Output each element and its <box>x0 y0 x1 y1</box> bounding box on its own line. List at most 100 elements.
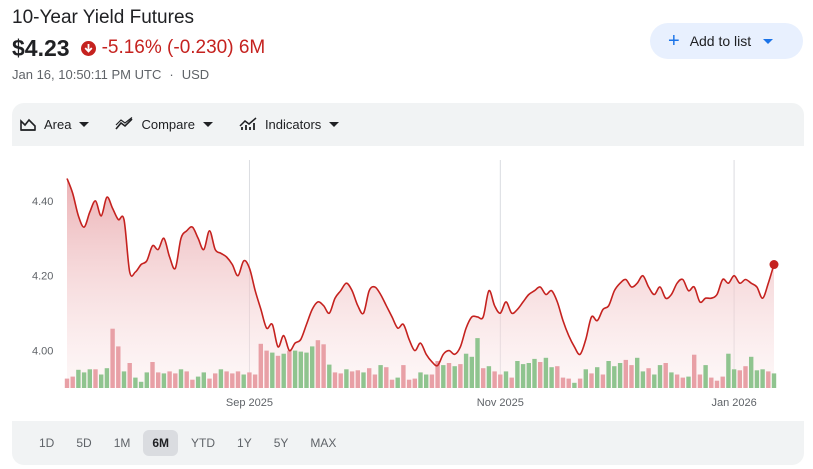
volume-bar <box>64 378 70 388</box>
volume-bar <box>481 368 486 388</box>
volume-bar <box>367 368 372 388</box>
volume-bar <box>344 369 349 388</box>
volume-bar <box>555 366 560 388</box>
volume-bar <box>401 365 406 388</box>
volume-bar <box>395 377 400 388</box>
volume-bar <box>178 369 184 388</box>
volume-bar <box>355 370 360 388</box>
volume-bar <box>156 372 161 388</box>
volume-bar <box>190 379 195 388</box>
volume-bar <box>76 369 81 388</box>
volume-bar <box>235 371 241 388</box>
volume-bar <box>669 372 674 388</box>
volume-bar <box>121 371 127 388</box>
volume-bar <box>281 353 286 388</box>
range-selector: 1D 5D 1M 6M YTD 1Y 5Y MAX <box>30 430 349 456</box>
chevron-down-icon <box>763 38 774 44</box>
volume-bar <box>503 371 509 388</box>
volume-bar <box>441 365 446 388</box>
volume-bar <box>629 365 634 388</box>
price-chart[interactable]: 4.40 4.20 4.00 Sep 2025 Nov 2025 Jan 2026 <box>12 146 804 421</box>
volume-bar <box>595 367 600 388</box>
area-chart-icon <box>20 118 36 131</box>
volume-bar <box>104 368 110 388</box>
current-price: $4.23 <box>12 34 70 61</box>
range-button-1y[interactable]: 1Y <box>237 436 252 450</box>
volume-bar <box>623 359 628 388</box>
area-dropdown[interactable]: Area <box>20 117 90 132</box>
volume-bar <box>566 378 571 388</box>
volume-bar <box>361 372 366 388</box>
range-button-1m[interactable]: 1M <box>113 436 131 450</box>
volume-bar <box>692 354 697 388</box>
volume-bar <box>737 370 742 388</box>
volume-bar <box>327 364 332 388</box>
volume-bar <box>663 363 668 388</box>
volume-bar <box>110 328 115 388</box>
volume-bar <box>338 373 343 388</box>
x-tick-label: Nov 2025 <box>477 397 524 409</box>
caret-down-icon <box>329 121 340 127</box>
volume-bar <box>646 368 651 388</box>
volume-bar <box>520 364 526 388</box>
compare-dropdown[interactable]: Compare <box>115 116 213 132</box>
volume-bar <box>515 361 520 388</box>
volume-bar <box>543 357 549 388</box>
volume-bar <box>270 352 275 388</box>
range-button-5y[interactable]: 5Y <box>273 436 289 450</box>
volume-bar <box>743 366 748 388</box>
volume-bar <box>577 378 583 388</box>
volume-bar <box>87 369 92 388</box>
volume-bar <box>492 371 497 388</box>
compare-icon <box>115 117 134 130</box>
add-to-list-label: Add to list <box>689 33 752 49</box>
volume-bar <box>138 381 144 388</box>
volume-bar <box>589 373 594 388</box>
volume-bar <box>697 374 703 388</box>
volume-bar <box>150 362 155 388</box>
volume-bar <box>418 372 423 388</box>
range-button-5d[interactable]: 5D <box>76 436 92 450</box>
volume-bar <box>771 373 777 388</box>
range-button-6m[interactable]: 6M <box>143 430 179 456</box>
volume-bar <box>560 377 566 388</box>
volume-bar <box>509 377 514 388</box>
add-to-list-button[interactable]: + Add to list <box>650 23 803 59</box>
range-button-1d[interactable]: 1D <box>39 436 55 450</box>
volume-bar <box>617 363 623 388</box>
volume-bar <box>315 340 321 388</box>
volume-bar <box>720 376 725 388</box>
compare-label: Compare <box>141 116 195 132</box>
timestamp: Jan 16, 10:50:11 PM UTC <box>12 67 162 82</box>
volume-bar <box>275 355 281 388</box>
caret-down-icon <box>79 121 90 127</box>
price-change: -5.16% (-0.230) 6M <box>80 37 265 59</box>
volume-bar <box>703 365 708 388</box>
volume-bar <box>304 352 309 388</box>
volume-bar <box>726 353 731 388</box>
indicators-dropdown[interactable]: Indicators <box>239 116 340 132</box>
y-tick-label: 4.20 <box>32 271 53 283</box>
volume-bar <box>230 373 235 388</box>
volume-bar <box>760 369 765 388</box>
indicators-label: Indicators <box>264 116 322 132</box>
volume-bar <box>241 374 246 388</box>
volume-bar <box>213 373 218 388</box>
volume-bar <box>321 344 326 388</box>
volume-bar <box>218 369 224 388</box>
quote-meta: Jan 16, 10:50:11 PM UTC · USD <box>12 67 209 82</box>
volume-bar <box>93 369 98 388</box>
volume-bar <box>754 370 760 388</box>
plus-icon: + <box>668 30 680 52</box>
volume-bar <box>469 356 474 388</box>
volume-bar <box>549 367 554 388</box>
volume-bar <box>424 374 429 388</box>
volume-bar <box>538 362 543 388</box>
x-tick-label: Jan 2026 <box>711 397 756 409</box>
volume-bar <box>349 371 355 388</box>
volume-bar <box>749 356 754 388</box>
range-button-max[interactable]: MAX <box>310 436 337 450</box>
volume-bar <box>99 374 104 388</box>
volume-bar <box>709 377 714 388</box>
range-button-ytd[interactable]: YTD <box>191 436 216 450</box>
